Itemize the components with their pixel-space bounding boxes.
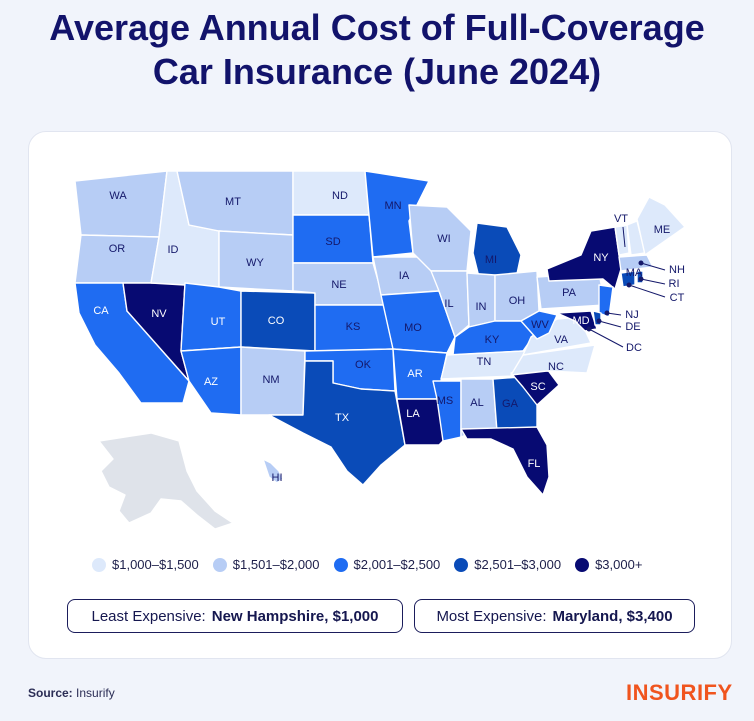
- label-la: LA: [406, 408, 420, 420]
- label-co: CO: [268, 315, 285, 327]
- state-nc[interactable]: [510, 344, 596, 376]
- label-me: ME: [654, 224, 671, 236]
- state-ms[interactable]: [432, 380, 462, 442]
- label-or: OR: [109, 243, 126, 255]
- label-ks: KS: [346, 321, 361, 333]
- label-nc: NC: [548, 361, 564, 373]
- legend-item-4: $2,501–$3,000: [454, 557, 561, 572]
- legend-item-1: $1,000–$1,500: [92, 557, 199, 572]
- label-de: DE: [625, 321, 640, 333]
- label-ri: RI: [669, 278, 680, 290]
- label-nv: NV: [151, 308, 167, 320]
- label-nm: NM: [262, 374, 279, 386]
- label-ne: NE: [331, 279, 346, 291]
- label-wy: WY: [246, 257, 264, 269]
- label-va: VA: [554, 334, 569, 346]
- label-wv: WV: [531, 319, 549, 331]
- state-il[interactable]: [430, 270, 470, 338]
- legend-item-3: $2,001–$2,500: [333, 557, 441, 572]
- title-line-2: Car Insurance (June 2024): [152, 51, 602, 92]
- state-az[interactable]: [180, 346, 242, 416]
- most-expensive-label: Most Expensive:: [436, 607, 547, 625]
- label-mi: MI: [485, 254, 497, 266]
- label-nh: NH: [669, 264, 685, 276]
- legend-swatch-1: [92, 557, 106, 572]
- label-tx: TX: [335, 412, 350, 424]
- state-fl[interactable]: [460, 426, 550, 496]
- map-card: WA OR CA NV ID MT WY UT CO AZ NM ND SD N…: [28, 131, 732, 659]
- state-wa[interactable]: [74, 170, 168, 238]
- label-mn: MN: [384, 200, 401, 212]
- legend-label-1: $1,000–$1,500: [112, 557, 199, 572]
- legend-item-5: $3,000+: [575, 557, 642, 572]
- label-ga: GA: [502, 398, 519, 410]
- most-expensive-box: Most Expensive: Maryland, $3,400: [414, 599, 695, 633]
- state-nj[interactable]: [598, 284, 614, 318]
- insurify-logo: INSURIFY: [626, 680, 733, 705]
- label-al: AL: [470, 397, 483, 409]
- label-vt: VT: [614, 213, 628, 225]
- label-sc: SC: [530, 381, 545, 393]
- source-value: Insurify: [76, 686, 115, 700]
- page-title: Average Annual Cost of Full-Coverage Car…: [0, 6, 754, 94]
- least-expensive-label: Least Expensive:: [91, 607, 206, 625]
- label-sd: SD: [325, 236, 340, 248]
- most-expensive-value: Maryland, $3,400: [552, 607, 673, 625]
- label-wa: WA: [109, 190, 127, 202]
- title-line-1: Average Annual Cost of Full-Coverage: [49, 7, 705, 48]
- state-tx[interactable]: [268, 360, 406, 486]
- label-nd: ND: [332, 190, 348, 202]
- legend-swatch-3: [333, 557, 348, 572]
- label-ca: CA: [93, 305, 109, 317]
- label-mo: MO: [404, 322, 422, 334]
- label-ms: MS: [437, 395, 454, 407]
- label-oh: OH: [509, 295, 526, 307]
- label-mt: MT: [225, 196, 241, 208]
- label-il: IL: [444, 298, 453, 310]
- source-label: Source:: [28, 686, 73, 700]
- label-ny: NY: [593, 252, 609, 264]
- source-note: Source: Insurify: [28, 686, 115, 700]
- label-md: MD: [572, 315, 589, 327]
- legend-label-2: $1,501–$2,000: [232, 557, 320, 572]
- legend-swatch-4: [454, 557, 469, 572]
- legend-label-4: $2,501–$3,000: [474, 557, 562, 572]
- label-ia: IA: [399, 270, 410, 282]
- label-hi: HI: [272, 472, 283, 484]
- label-ma: MA: [626, 267, 643, 279]
- state-vt[interactable]: [614, 224, 630, 256]
- label-fl: FL: [528, 458, 541, 470]
- label-nj: NJ: [625, 309, 638, 321]
- legend-item-2: $1,501–$2,000: [212, 557, 320, 572]
- state-nd[interactable]: [292, 170, 370, 216]
- label-in: IN: [476, 301, 487, 313]
- legend-label-3: $2,001–$2,500: [353, 557, 441, 572]
- us-map: WA OR CA NV ID MT WY UT CO AZ NM ND SD N…: [74, 170, 686, 530]
- state-ny[interactable]: [546, 226, 622, 290]
- label-id: ID: [168, 244, 179, 256]
- leader-lines: [586, 226, 666, 348]
- label-ky: KY: [485, 334, 500, 346]
- label-wi: WI: [437, 233, 450, 245]
- legend-swatch-5: [575, 557, 590, 572]
- legend-label-5: $3,000+: [595, 557, 643, 572]
- label-tn: TN: [477, 356, 492, 368]
- label-pa: PA: [562, 287, 577, 299]
- label-az: AZ: [204, 376, 218, 388]
- state-hi[interactable]: [262, 458, 284, 484]
- legend-swatch-2: [212, 557, 227, 572]
- label-dc: DC: [626, 342, 642, 354]
- state-ct[interactable]: [620, 270, 636, 288]
- state-mo[interactable]: [380, 290, 456, 354]
- label-ct: CT: [670, 292, 685, 304]
- label-ut: UT: [211, 316, 226, 328]
- label-ar: AR: [407, 368, 422, 380]
- legend: $1,000–$1,500 $1,501–$2,000 $2,001–$2,50…: [92, 557, 642, 572]
- least-expensive-value: New Hampshire, $1,000: [211, 607, 379, 625]
- least-expensive-box: Least Expensive: New Hampshire, $1,000: [67, 599, 403, 633]
- state-wv[interactable]: [520, 310, 558, 340]
- label-ok: OK: [355, 359, 372, 371]
- state-ak[interactable]: [98, 432, 234, 530]
